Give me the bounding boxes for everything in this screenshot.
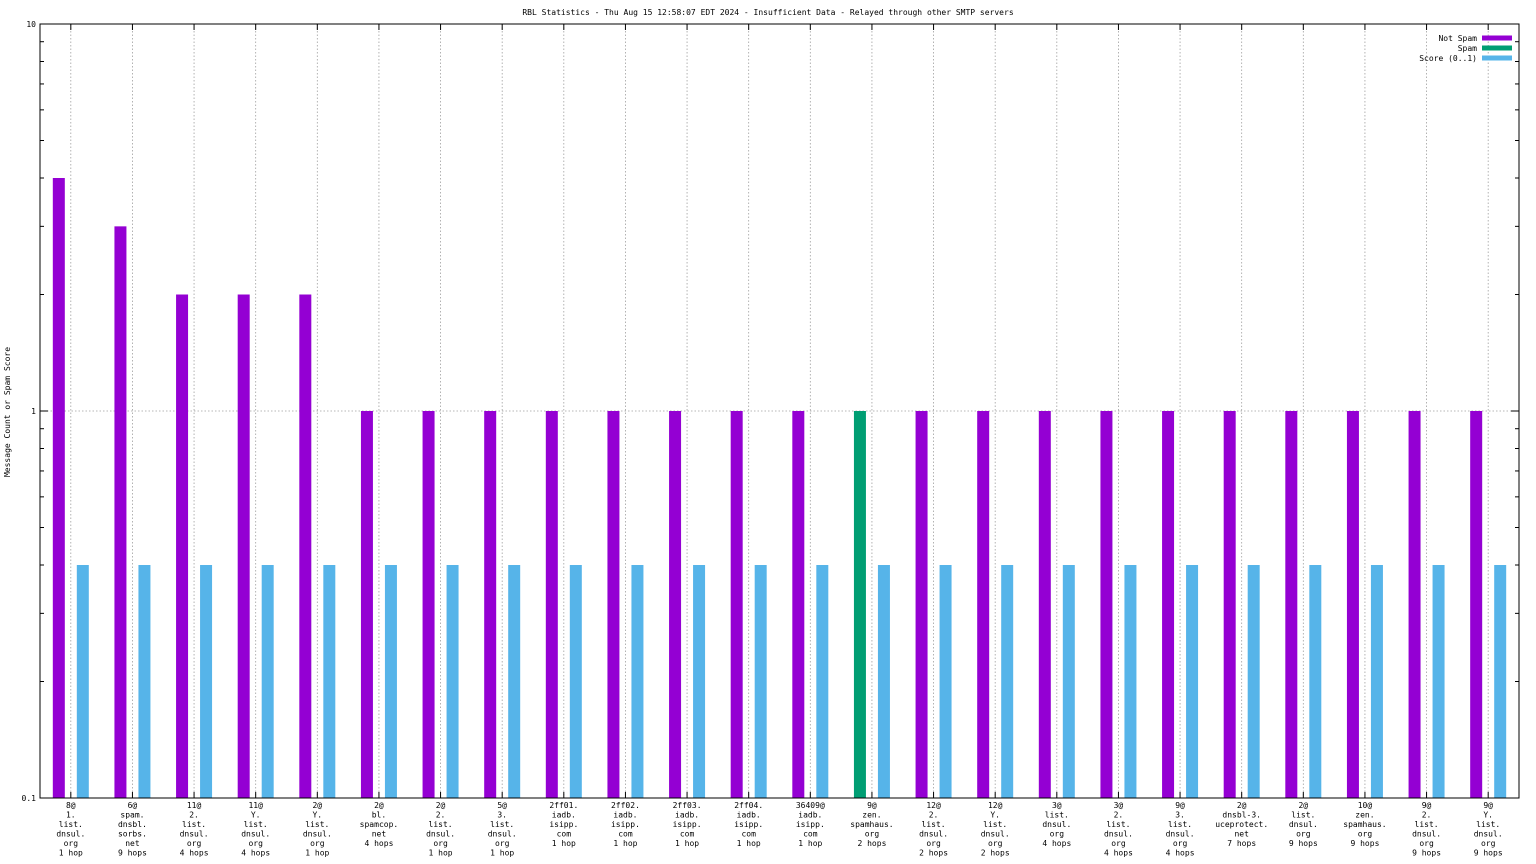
legend-swatch — [1482, 45, 1512, 51]
bar-score — [816, 565, 829, 798]
bar-score — [1124, 565, 1137, 798]
legend-swatch — [1482, 55, 1512, 61]
bar-not-spam — [607, 411, 620, 798]
bar-not-spam — [915, 411, 928, 798]
bar-not-spam — [114, 226, 127, 799]
bar-score — [939, 565, 952, 798]
bar-score — [446, 565, 459, 798]
bar-score — [508, 565, 521, 798]
x-tick-label: 36409@ iadb. isipp. com 1 hop — [796, 801, 825, 848]
bar-not-spam — [977, 411, 990, 798]
bar-group — [52, 178, 1507, 799]
x-tick-label: 2@ list. dnsul. org 9 hops — [1289, 801, 1318, 848]
bar-spam — [853, 411, 866, 798]
y-tick-labels: 0.1 1 10 — [22, 20, 37, 803]
x-tick-label: 12@ 2. list. dnsul. org 2 hops — [919, 801, 948, 858]
bar-not-spam — [1038, 411, 1051, 798]
bar-not-spam — [1100, 411, 1113, 798]
bar-score — [1247, 565, 1260, 798]
x-tick-label: 10@ zen. spamhaus. org 9 hops — [1343, 801, 1386, 848]
x-tick-label: 2@ Y. list. dnsul. org 1 hop — [303, 801, 332, 858]
bar-score — [261, 565, 274, 798]
bar-not-spam — [299, 294, 312, 798]
bar-not-spam — [792, 411, 805, 798]
bar-score — [323, 565, 336, 798]
bar-score — [138, 565, 151, 798]
bar-not-spam — [545, 411, 558, 798]
x-tick-label: 2ff01. iadb. isipp. com 1 hop — [549, 801, 578, 848]
bar-score — [1494, 565, 1507, 798]
x-tick-label: 2ff03. iadb. isipp. com 1 hop — [673, 801, 702, 848]
bar-score — [631, 565, 644, 798]
bar-not-spam — [237, 294, 250, 798]
bar-score — [754, 565, 767, 798]
bar-score — [200, 565, 213, 798]
x-tick-label: 12@ Y. list. dnsul. org 2 hops — [981, 801, 1010, 858]
bar-score — [1062, 565, 1075, 798]
y-tick-label: 1 — [31, 407, 36, 416]
x-tick-label: 8@ 1. list. dnsul. org 1 hop — [56, 801, 85, 858]
bar-not-spam — [669, 411, 682, 798]
bar-score — [569, 565, 582, 798]
x-tick-label: 11@ 2. list. dnsul. org 4 hops — [180, 801, 209, 858]
y-tick-label: 10 — [26, 20, 36, 29]
y-axis-label: Message Count or Spam Score — [3, 347, 12, 477]
bar-score — [1186, 565, 1199, 798]
bar-not-spam — [1346, 411, 1359, 798]
x-tick-label: 3@ list. dnsul. org 4 hops — [1042, 801, 1071, 848]
bar-not-spam — [1408, 411, 1421, 798]
bar-not-spam — [1285, 411, 1298, 798]
bar-not-spam — [730, 411, 743, 798]
legend-label: Not Spam — [1438, 34, 1477, 43]
x-tick-label: 9@ 2. list. dnsul. org 9 hops — [1412, 801, 1441, 858]
legend-swatch — [1482, 35, 1512, 41]
x-tick-label: 2@ 2. list. dnsul. org 1 hop — [426, 801, 455, 858]
bar-not-spam — [1162, 411, 1175, 798]
legend-label: Spam — [1458, 44, 1477, 53]
x-tick-label: 2ff02. iadb. isipp. com 1 hop — [611, 801, 640, 848]
bar-not-spam — [52, 178, 65, 798]
bar-not-spam — [484, 411, 497, 798]
x-tick-label: 2@ bl. spamcop. net 4 hops — [360, 801, 399, 848]
x-tick-label: 9@ zen. spamhaus. org 2 hops — [850, 801, 893, 848]
bar-score — [1001, 565, 1014, 798]
bar-score — [1370, 565, 1383, 798]
x-tick-label: 9@ Y. list. dnsul. org 9 hops — [1474, 801, 1503, 858]
bar-score — [76, 565, 89, 798]
bar-not-spam — [1223, 411, 1236, 798]
x-tick-label: 3@ 2. list. dnsul. org 4 hops — [1104, 801, 1133, 858]
bar-not-spam — [360, 411, 373, 798]
bar-score — [1309, 565, 1322, 798]
legend-label: Score (0..1) — [1419, 54, 1477, 63]
bar-not-spam — [1470, 411, 1483, 798]
axes — [39, 23, 1520, 799]
x-tick-label: 11@ Y. list. dnsul. org 4 hops — [241, 801, 270, 858]
bar-not-spam — [422, 411, 435, 798]
x-tick-label: 2@ dnsbl-3. uceprotect. net 7 hops — [1215, 801, 1268, 848]
x-tick-label: 9@ 3. list. dnsul. org 4 hops — [1166, 801, 1195, 858]
y-tick-label: 0.1 — [22, 794, 37, 803]
x-tick-labels: 8@ 1. list. dnsul. org 1 hop 6@ spam. dnsbl. sorb… — [56, 801, 1502, 858]
bar-score — [693, 565, 706, 798]
bar-score — [877, 565, 890, 798]
bar-score — [384, 565, 397, 798]
x-tick-label: 2ff04. iadb. isipp. com 1 hop — [734, 801, 763, 848]
bar-score — [1432, 565, 1445, 798]
x-tick-label: 5@ 3. list. dnsul. org 1 hop — [488, 801, 517, 858]
chart-title: RBL Statistics - Thu Aug 15 12:58:07 EDT… — [522, 8, 1013, 17]
bar-not-spam — [176, 294, 189, 798]
x-tick-label: 6@ spam. dnsbl. sorbs. net 9 hops — [118, 801, 147, 858]
